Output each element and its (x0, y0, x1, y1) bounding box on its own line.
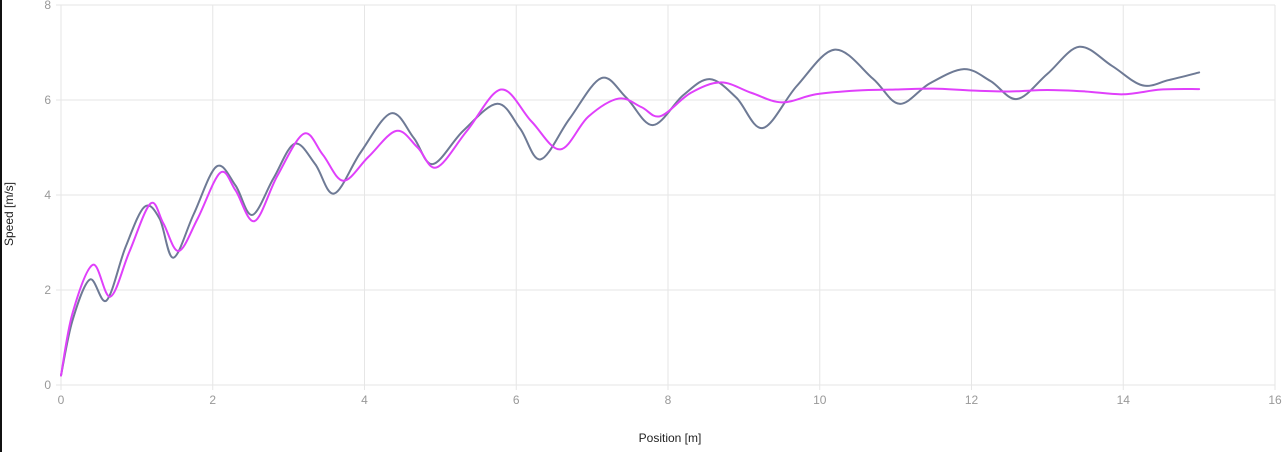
series-lines (60, 45, 1201, 377)
x-tick-label: 12 (965, 393, 979, 407)
series-2-line (60, 81, 1201, 377)
x-tick-label: 2 (209, 393, 216, 407)
x-tick-label: 16 (1268, 393, 1282, 407)
y-tick-label: 2 (44, 283, 51, 297)
x-tick-label: 10 (813, 393, 827, 407)
x-tick-label: 14 (1117, 393, 1131, 407)
x-axis-label: Position [m] (638, 431, 702, 445)
y-tick-label: 0 (44, 378, 51, 392)
x-tick-label: 8 (665, 393, 672, 407)
y-axis-title: Speed [m/s] (2, 182, 16, 246)
tick-labels: 0 2 4 6 8 10 12 14 16 0 2 4 6 8 (44, 0, 1282, 407)
x-tick-label: 6 (513, 393, 520, 407)
y-tick-label: 6 (44, 93, 51, 107)
y-axis-label: Speed [m/s] (2, 181, 16, 247)
series-1-line (60, 45, 1201, 377)
y-tick-label: 4 (44, 188, 51, 202)
y-tick-label: 8 (44, 0, 51, 12)
x-tick-label: 4 (361, 393, 368, 407)
left-border (0, 0, 2, 452)
grid-lines (56, 4, 1276, 390)
x-tick-label: 0 (58, 393, 65, 407)
